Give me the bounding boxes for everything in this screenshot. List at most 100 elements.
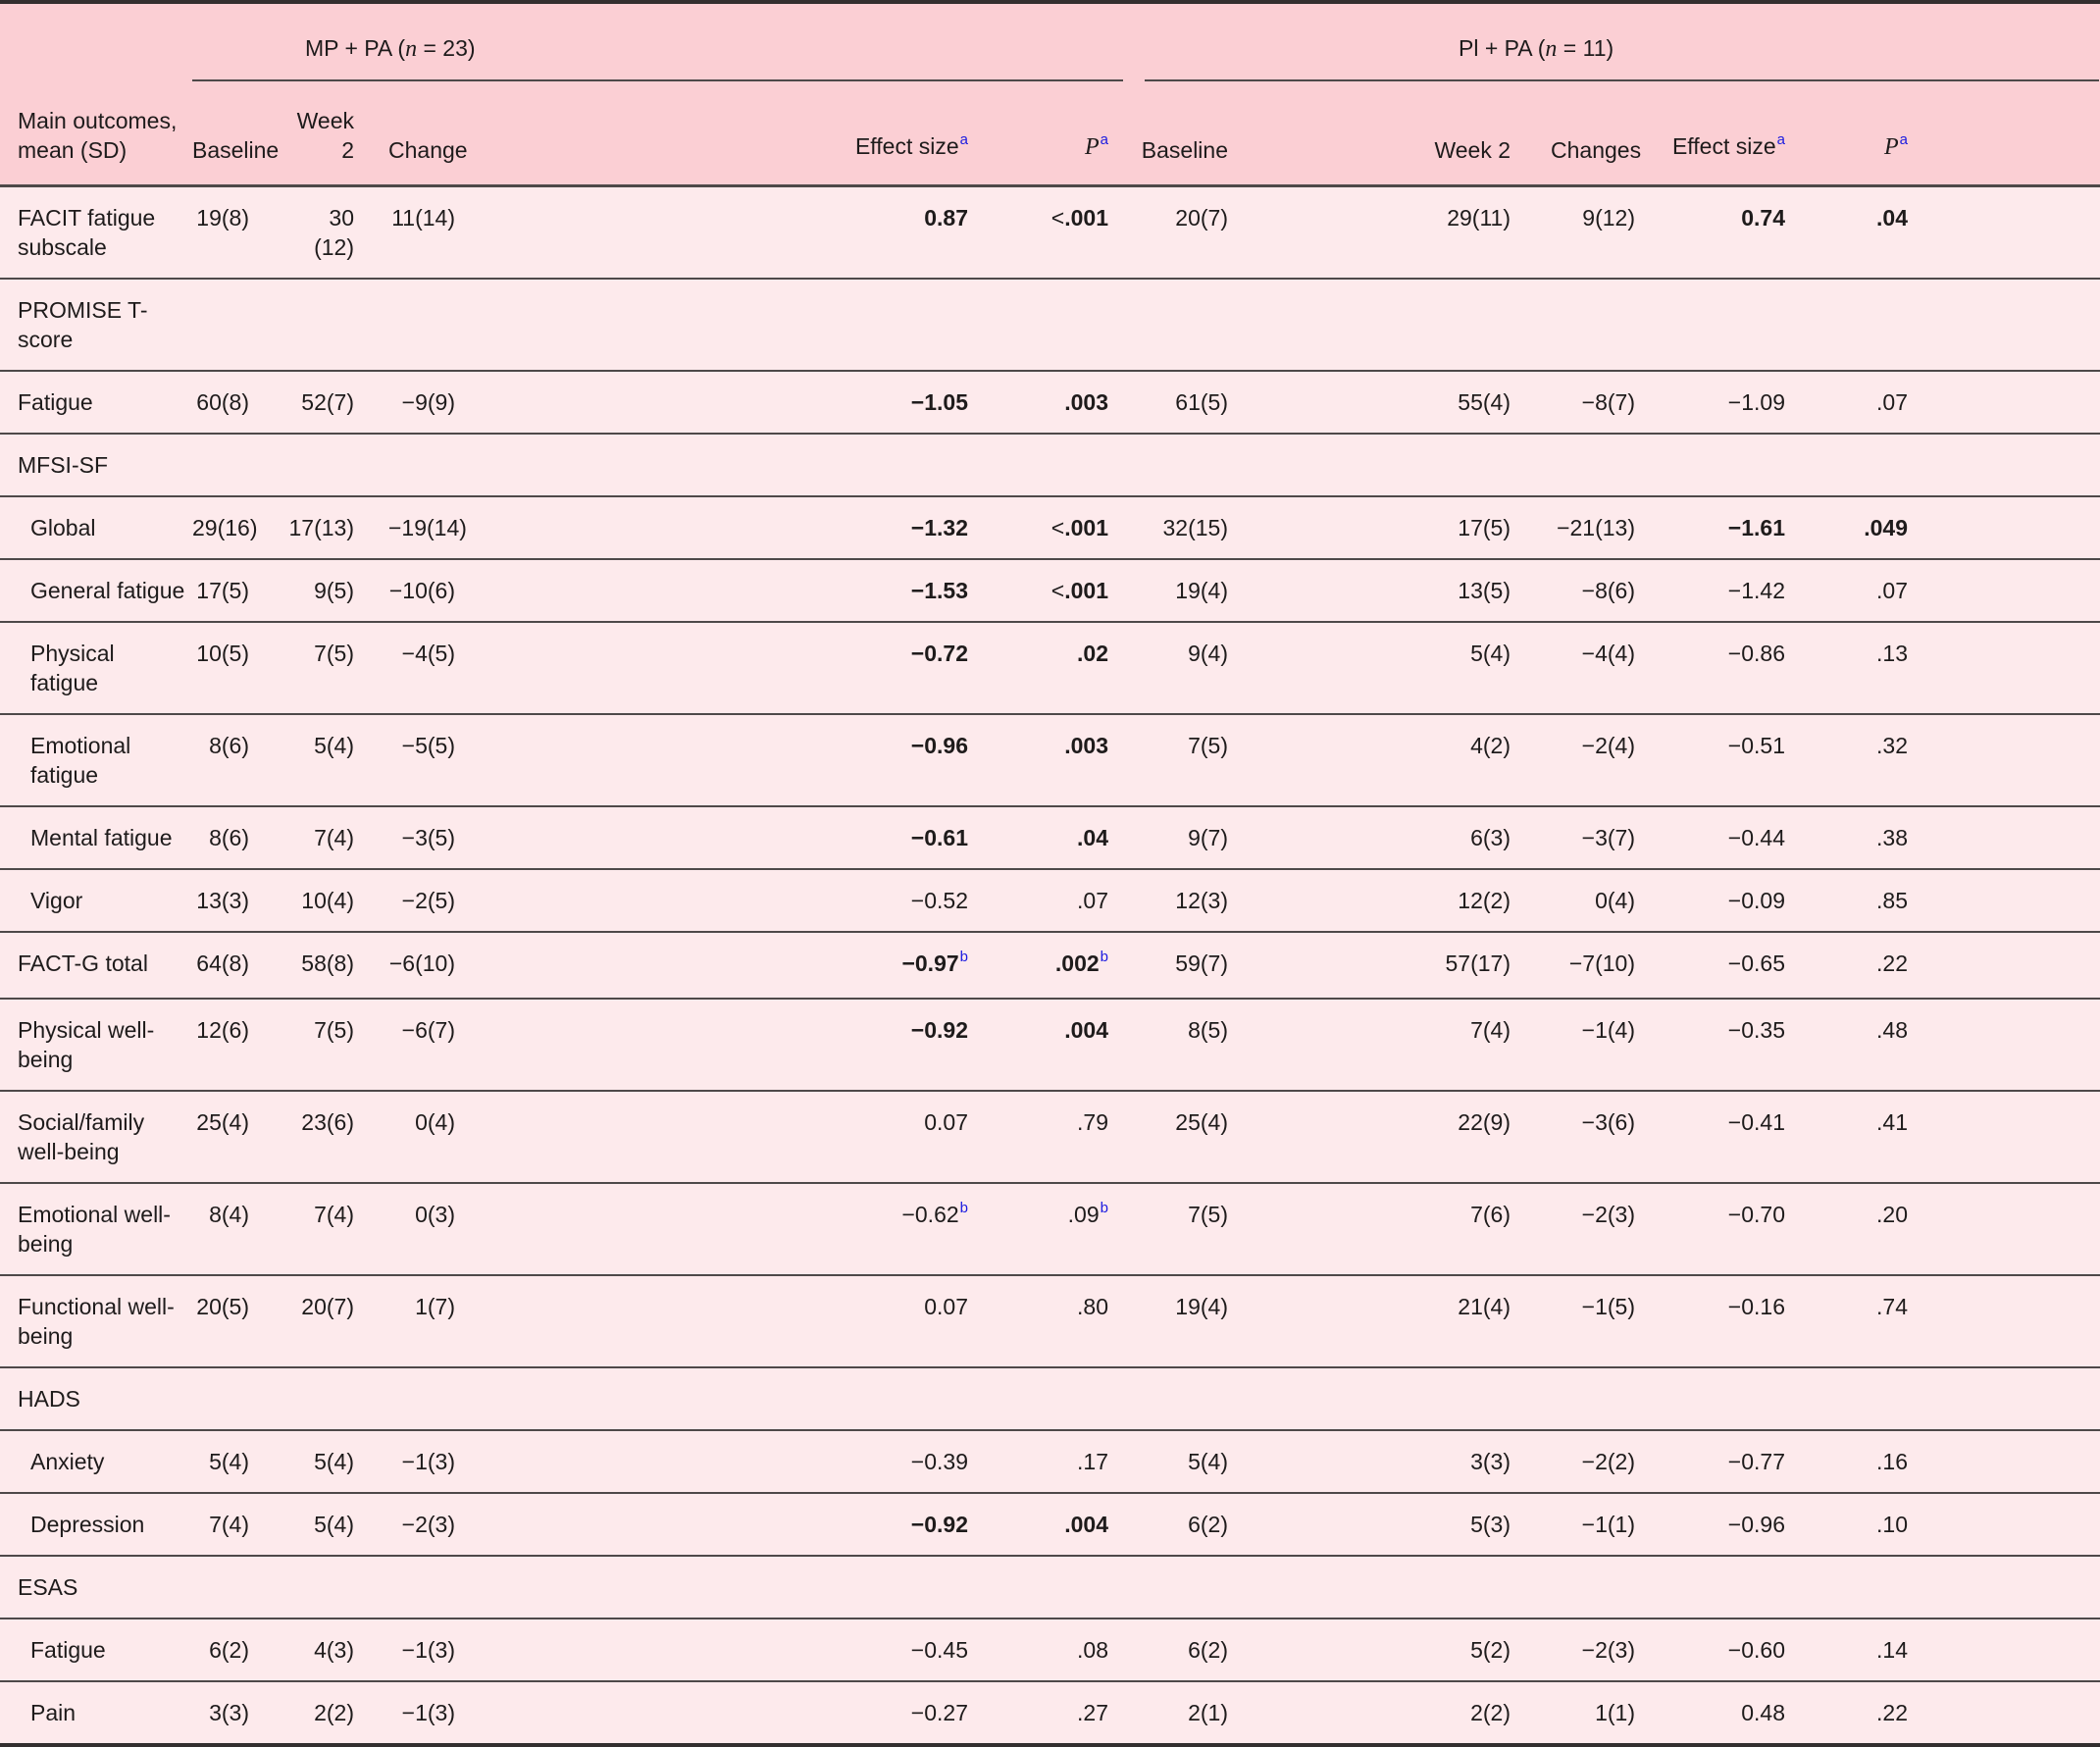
col-header-p-1: Pa (1025, 82, 1128, 186)
group-title-text: = 23) (417, 35, 476, 61)
table-cell: −0.97b (490, 932, 1025, 999)
col-header-changes-2: Changes (1550, 82, 1667, 186)
table-cell: .22 (1824, 1681, 2100, 1745)
table-cell: 7(4) (191, 1493, 284, 1556)
table-cell: 9(12) (1550, 185, 1667, 279)
table-cell: 5(4) (284, 714, 387, 806)
row-label-line: Physical fatigue (30, 641, 115, 695)
table-cell: −8(6) (1550, 559, 1667, 622)
col-header-text: Change (388, 137, 468, 163)
group-header-pl-pa: Pl + PA (n = 11) (1128, 2, 2100, 82)
table-cell: −1.53 (490, 559, 1025, 622)
table-row: Depression 7(4) 5(4) −2(3) −0.92.004 6(2) 5(3)… (0, 1493, 2100, 1556)
table-cell (1824, 1367, 2100, 1430)
row-label-line: FACT-G total (18, 951, 148, 976)
table-cell: 12(3) (1128, 869, 1275, 932)
table-cell: .22 (1824, 932, 2100, 999)
table-cell: 7(5) (1128, 1183, 1275, 1275)
table-cell: −2(4) (1550, 714, 1667, 806)
table-cell: 17(5) (191, 559, 284, 622)
table-cell (191, 279, 284, 371)
table-cell: .02 (1025, 622, 1128, 714)
col-header-change-1: Change (387, 82, 490, 186)
table-cell: .14 (1824, 1619, 2100, 1681)
row-label: Emotional fatigue (0, 714, 191, 806)
table-row: Physical fatigue 10(5) 7(5) −4(5) −0.72.02 9(… (0, 622, 2100, 714)
table-cell: 19(4) (1128, 559, 1275, 622)
table-cell: −4(5) (387, 622, 490, 714)
row-label-line: subscale (18, 234, 107, 260)
table-cell: .002b (1025, 932, 1128, 999)
table-cell: 19(8) (191, 185, 284, 279)
table-cell: 7(6) (1275, 1183, 1550, 1275)
table-cell: 6(2) (1128, 1619, 1275, 1681)
table-cell: −0.96 (490, 714, 1025, 806)
table-cell (191, 1367, 284, 1430)
table-cell (1667, 279, 1824, 371)
table-cell: 13(5) (1275, 559, 1550, 622)
table-cell (387, 279, 490, 371)
table-cell: 2(2) (1275, 1681, 1550, 1745)
table-cell: −8(7) (1550, 371, 1667, 434)
table-cell: 2(2) (284, 1681, 387, 1745)
row-label-line: Anxiety (30, 1449, 105, 1474)
table-cell: 0.74 (1667, 185, 1824, 279)
row-label-line: PROMISE T-score (18, 297, 148, 352)
row-label-line: being (18, 1047, 74, 1072)
col-header-text: Baseline (1141, 137, 1228, 163)
table-cell: .80 (1025, 1275, 1128, 1367)
table-cell: <.001 (1025, 496, 1128, 559)
column-header-row: Baseline Week 2 Change Effect sizea Pa B… (0, 82, 2100, 186)
less-than-sign: < (1050, 515, 1065, 540)
col-header-effect-size-2: Effect sizea (1667, 82, 1824, 186)
table-cell (490, 279, 1025, 371)
table-cell: −5(5) (387, 714, 490, 806)
table-cell (1128, 1367, 1275, 1430)
section-label: HADS (0, 1367, 191, 1430)
col-header-text: Effect size (1671, 133, 1776, 159)
table-cell: −1(3) (387, 1430, 490, 1493)
table-cell: 23(6) (284, 1091, 387, 1183)
table-cell: 64(8) (191, 932, 284, 999)
table-cell: −0.16 (1667, 1275, 1824, 1367)
col-header-baseline-2: Baseline (1128, 82, 1275, 186)
table-cell (387, 434, 490, 496)
table-cell (490, 1367, 1025, 1430)
col-header-effect-size-1: Effect sizea (490, 82, 1025, 186)
table-cell: .003 (1025, 371, 1128, 434)
table-cell (1550, 1367, 1667, 1430)
table-body: FACIT fatigue subscale 19(8) 30 (12) 11(14) 0… (0, 185, 2100, 1745)
table-cell: −1.42 (1667, 559, 1824, 622)
col-header-baseline-1: Baseline (191, 82, 284, 186)
table-cell: .41 (1824, 1091, 2100, 1183)
table-cell (1667, 1367, 1824, 1430)
table-row: General fatigue 17(5) 9(5) −10(6) −1.53 <.001… (0, 559, 2100, 622)
table-cell: 17(13) (284, 496, 387, 559)
table-cell: −0.52 (490, 869, 1025, 932)
section-label: MFSI-SF (0, 434, 191, 496)
table-cell: 25(4) (1128, 1091, 1275, 1183)
row-label-line: MFSI-SF (18, 452, 108, 478)
row-label: Physical well-being (0, 999, 191, 1091)
less-than-sign: < (1050, 205, 1065, 231)
table-cell: 0.87 (490, 185, 1025, 279)
row-label-line: well-being (18, 1139, 120, 1164)
table-cell (1667, 434, 1824, 496)
table-cell: 25(4) (191, 1091, 284, 1183)
row-label: Emotional well-being (0, 1183, 191, 1275)
table-row: Mental fatigue 8(6) 7(4) −3(5) −0.61.04 9(7) 6… (0, 806, 2100, 869)
table-cell: 20(5) (191, 1275, 284, 1367)
footnote-marker: b (959, 1200, 968, 1216)
table-cell: 5(4) (1275, 622, 1550, 714)
table-cell: .10 (1824, 1493, 2100, 1556)
row-label: Anxiety (0, 1430, 191, 1493)
italic-n: n (1545, 36, 1558, 62)
table-row: Pain 3(3) 2(2) −1(3) −0.27.27 2(1) 2(2) 1(1) 0.4… (0, 1681, 2100, 1745)
table-cell (387, 1367, 490, 1430)
table-cell: 5(4) (191, 1430, 284, 1493)
table-cell: 7(4) (1275, 999, 1550, 1091)
table-cell: −4(4) (1550, 622, 1667, 714)
row-label-line: Vigor (30, 888, 83, 913)
col-header-week2-1: Week 2 (284, 82, 387, 186)
table-cell: <.001 (1025, 185, 1128, 279)
